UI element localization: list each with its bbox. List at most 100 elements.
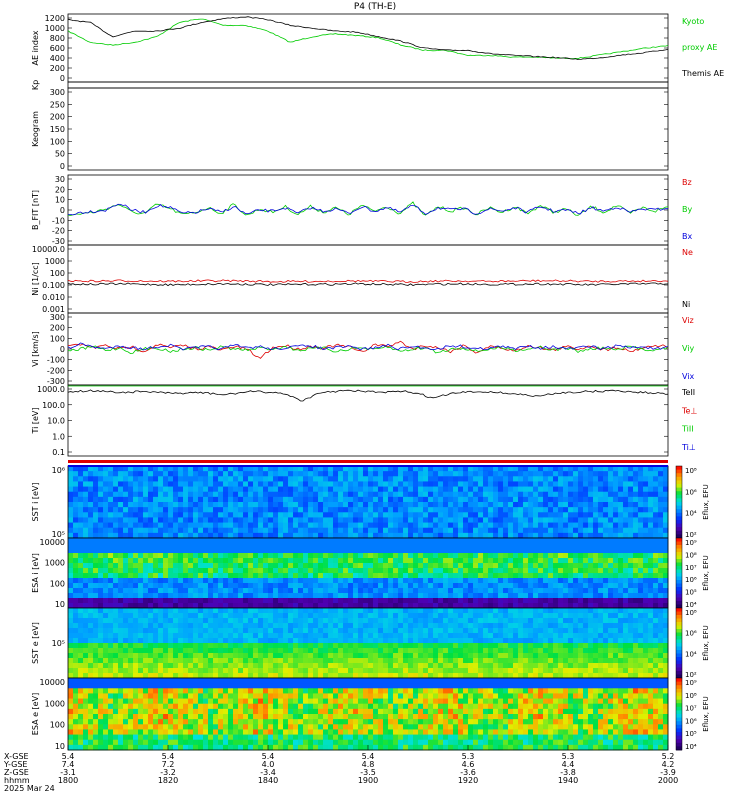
- spectrogram-cell: [328, 643, 334, 649]
- colorbar-cell: [676, 520, 682, 524]
- spectrogram-cell: [118, 663, 124, 669]
- spectrogram-cell: [543, 527, 549, 534]
- spectrogram-cell: [93, 507, 99, 513]
- spectrogram-cell: [438, 633, 444, 639]
- spectrogram-cell: [543, 578, 549, 584]
- spectrogram-cell: [313, 471, 319, 477]
- spectrogram-cell: [108, 593, 114, 599]
- spectrogram-cell: [213, 527, 219, 534]
- spectrogram-cell: [278, 588, 284, 594]
- spectrogram-cell: [403, 668, 409, 674]
- spectrogram-cell: [473, 491, 479, 498]
- spectrogram-cell: [483, 496, 489, 503]
- spectrogram-cell: [208, 496, 214, 503]
- spectrogram-cell: [183, 548, 189, 554]
- spectrogram-cell: [468, 558, 474, 564]
- spectrogram-cell: [143, 496, 149, 503]
- spectrogram-cell: [433, 532, 439, 539]
- spectrogram-cell: [383, 517, 389, 523]
- spectrogram-cell: [128, 633, 134, 639]
- spectrogram-cell: [108, 527, 114, 534]
- spectrogram-cell: [253, 608, 259, 614]
- spectrogram-cell: [323, 476, 329, 482]
- spectrogram-cell: [293, 633, 299, 639]
- spectrogram-cell: [523, 648, 529, 654]
- spectrogram-cell: [573, 502, 579, 508]
- spectrogram-cell: [163, 658, 169, 664]
- spectrogram-cell: [373, 608, 379, 614]
- spectrogram-cell: [498, 603, 504, 609]
- spectrogram-cell: [133, 491, 139, 498]
- spectrogram-cell: [478, 658, 484, 664]
- spectrogram-cell: [88, 481, 94, 487]
- spectrogram-cell: [223, 618, 229, 624]
- spectrogram-cell: [653, 573, 659, 579]
- spectrogram-cell: [423, 563, 429, 569]
- spectrogram-cell: [88, 608, 94, 614]
- spectrogram-cell: [263, 553, 269, 559]
- spectrogram-cell: [188, 568, 194, 574]
- spectrogram-cell: [448, 517, 454, 523]
- spectrogram-cell: [183, 532, 189, 539]
- spectrogram-cell: [368, 543, 374, 549]
- spectrogram-cell: [483, 668, 489, 674]
- spectrogram-cell: [303, 608, 309, 614]
- spectrogram-cell: [183, 538, 189, 544]
- spectrogram-cell: [173, 532, 179, 539]
- spectrogram-cell: [68, 668, 74, 674]
- spectrogram-cell: [628, 481, 634, 487]
- spectrogram-cell: [248, 471, 254, 477]
- spectrogram-cell: [153, 466, 159, 472]
- spectrogram-cell: [308, 527, 314, 534]
- spectrogram-cell: [373, 668, 379, 674]
- spectrogram-cell: [208, 588, 214, 594]
- spectrogram-cell: [228, 608, 234, 614]
- spectrogram-cell: [568, 568, 574, 574]
- spectrogram-cell: [418, 568, 424, 574]
- spectrogram-cell: [113, 553, 119, 559]
- spectrogram-cell: [578, 558, 584, 564]
- spectrogram-cell: [618, 583, 624, 589]
- spectrogram-cell: [363, 548, 369, 554]
- spectrogram-cell: [398, 527, 404, 534]
- spectrogram-cell: [193, 481, 199, 487]
- spectrogram-cell: [498, 583, 504, 589]
- spectrogram-cell: [278, 481, 284, 487]
- spectrogram-cell: [178, 558, 184, 564]
- spectrogram-cell: [313, 563, 319, 569]
- spectrogram-cell: [303, 532, 309, 539]
- spectrogram-cell: [588, 496, 594, 503]
- spectrogram-cell: [533, 491, 539, 498]
- spectrogram-cell: [648, 466, 654, 472]
- spectrogram-cell: [218, 471, 224, 477]
- spectrogram-cell: [168, 512, 174, 518]
- spectrogram-cell: [318, 583, 324, 589]
- spectrogram-cell: [248, 538, 254, 544]
- spectrogram-cell: [573, 538, 579, 544]
- spectrogram-cell: [158, 466, 164, 472]
- spectrogram-cell: [408, 583, 414, 589]
- spectrogram-cell: [548, 466, 554, 472]
- spectrogram-cell: [333, 583, 339, 589]
- spectrogram-cell: [583, 588, 589, 594]
- spectrogram-cell: [163, 628, 169, 634]
- spectrogram-cell: [213, 658, 219, 664]
- spectrogram-cell: [648, 517, 654, 523]
- spectrogram-cell: [208, 466, 214, 472]
- spectrogram-cell: [538, 548, 544, 554]
- spectrogram-cell: [313, 608, 319, 614]
- spectrogram-cell: [408, 598, 414, 604]
- spectrogram-cell: [443, 563, 449, 569]
- spectrogram-cell: [558, 663, 564, 669]
- spectrogram-cell: [568, 471, 574, 477]
- spectrogram-cell: [243, 481, 249, 487]
- spectrogram-cell: [318, 578, 324, 584]
- spectrogram-cell: [663, 476, 669, 482]
- spectrogram-cell: [638, 527, 644, 534]
- spectrogram-cell: [118, 543, 124, 549]
- spectrogram-cell: [543, 496, 549, 503]
- spectrogram-cell: [558, 486, 564, 493]
- spectrogram-cell: [493, 618, 499, 624]
- spectrogram-cell: [128, 613, 134, 619]
